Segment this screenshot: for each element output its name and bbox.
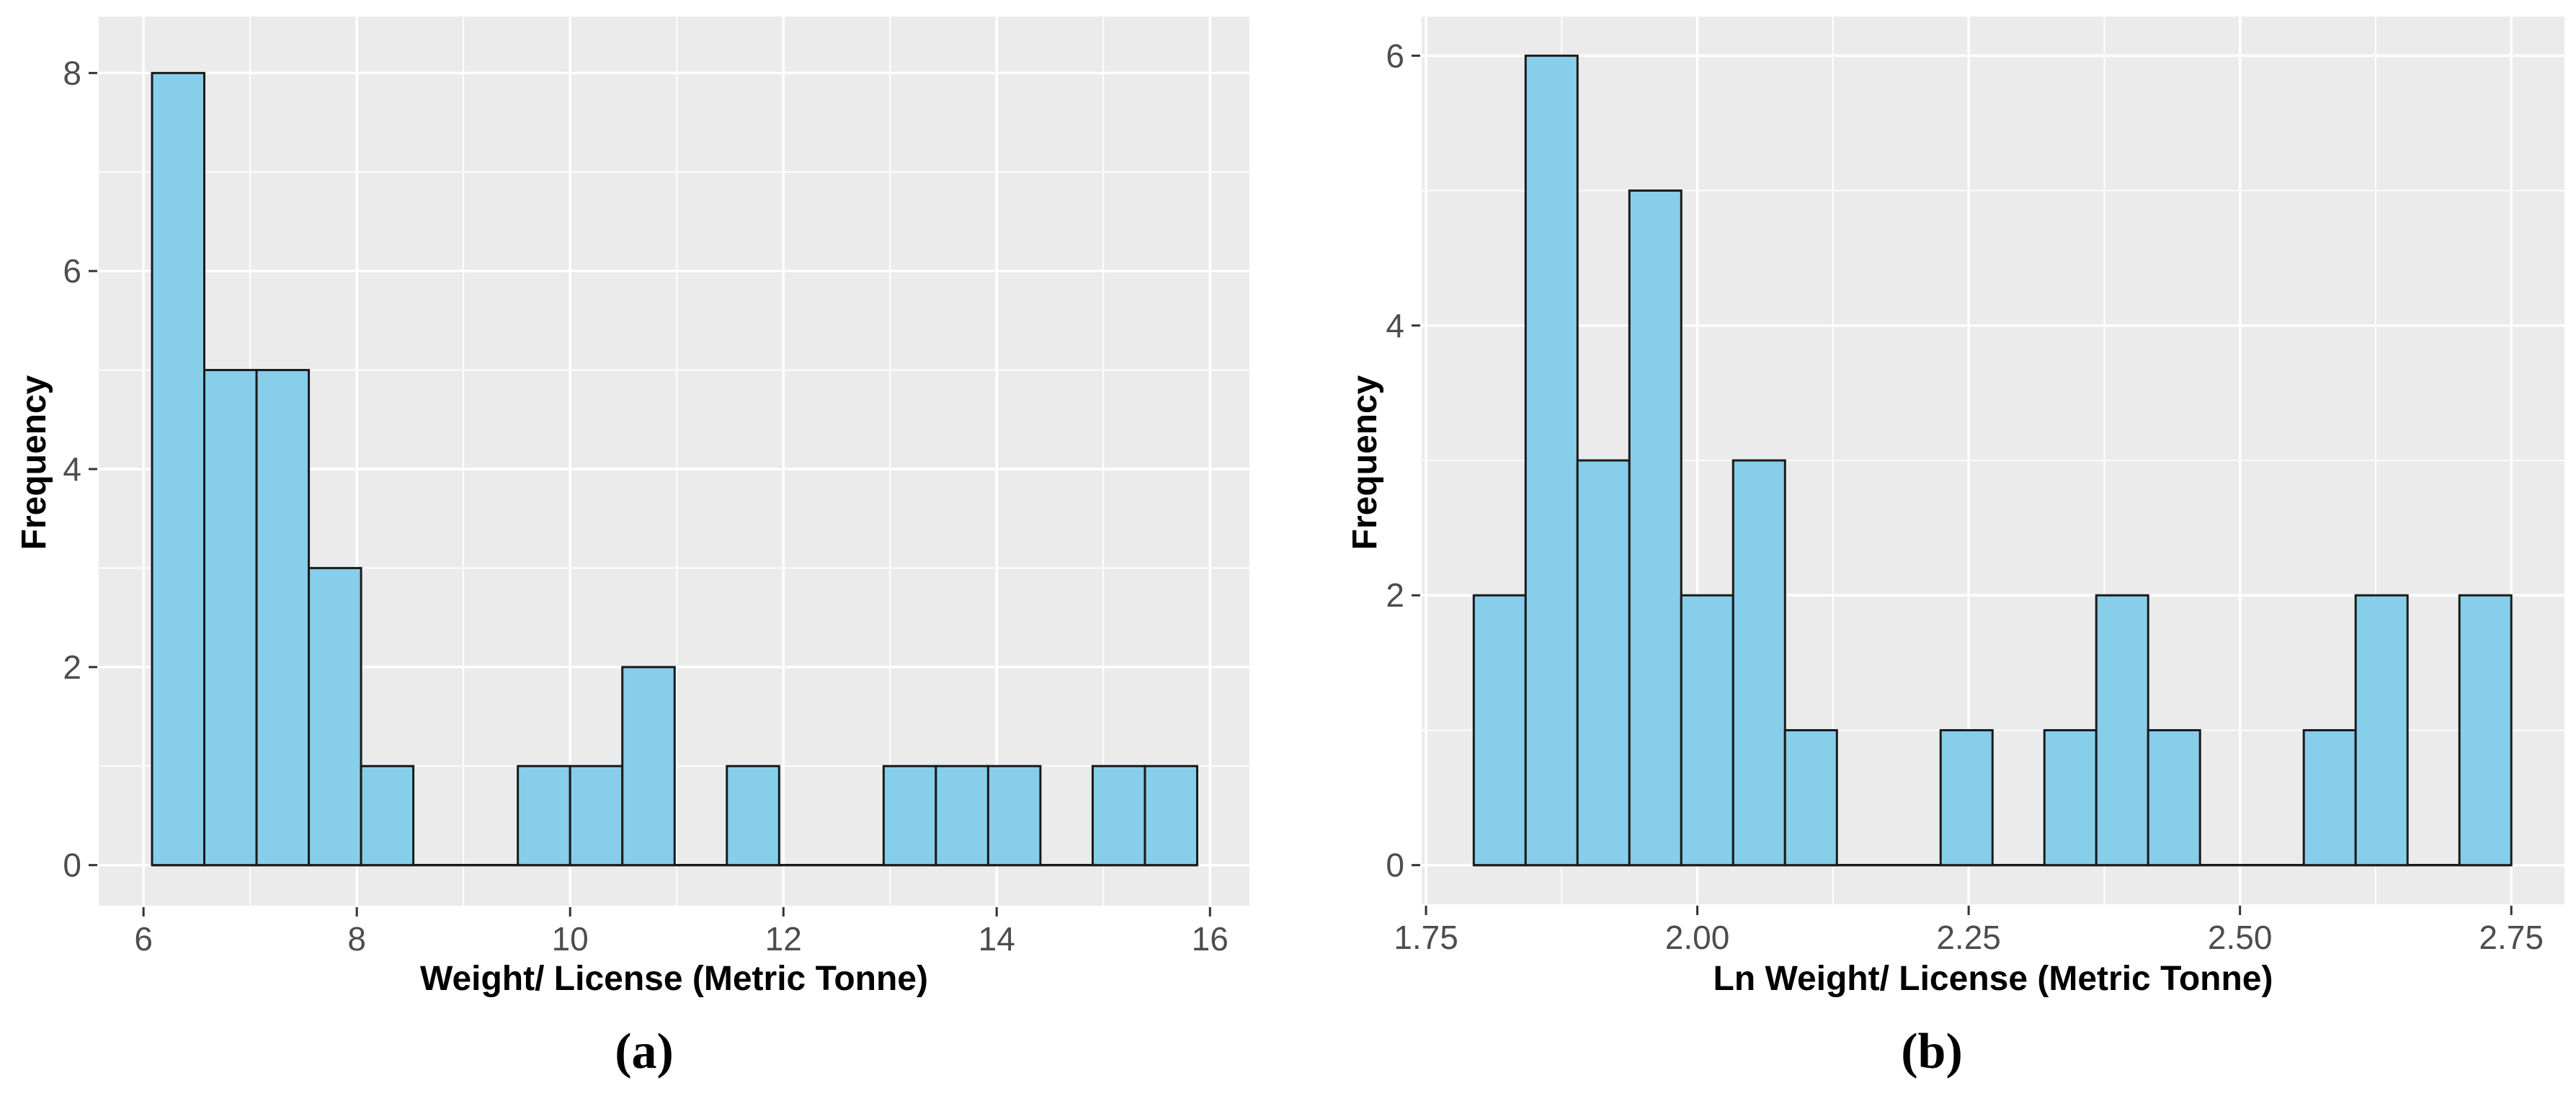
subfigure-caption-a: (a)	[615, 1024, 674, 1079]
histogram-bar	[1628, 189, 1683, 867]
y-axis-title-a: Frequency	[15, 375, 53, 550]
histogram-bar	[882, 764, 937, 867]
y-axis-title-b: Frequency	[1346, 375, 1384, 550]
histogram-bar	[360, 764, 415, 867]
histogram-bar	[1524, 54, 1579, 867]
y-tick-label: 8	[63, 54, 81, 92]
histogram-bar	[2302, 728, 2357, 867]
histogram-bar	[517, 764, 571, 867]
x-tick-label: 14	[979, 920, 1015, 958]
y-tick-label: 0	[63, 847, 81, 884]
x-tick-label: 8	[347, 920, 366, 958]
histogram-bar	[1576, 459, 1631, 867]
histogram-bar	[2043, 728, 2098, 867]
y-tick-label: 2	[1386, 576, 1404, 614]
x-tick-label: 2.00	[1665, 919, 1730, 956]
y-tick-label: 2	[63, 648, 81, 686]
y-tick-label: 6	[63, 252, 81, 290]
histogram-bar	[726, 764, 780, 867]
histogram-bar	[1939, 728, 1994, 867]
histogram-bar	[2458, 594, 2513, 867]
histogram-bar	[308, 566, 362, 867]
chart-weight-histogram: 6 8 10 12 14 16 0 2 4 6 8 Frequency Weight/ Licens…	[15, 17, 1249, 1079]
x-tick-label: 2.75	[2479, 919, 2544, 956]
histogram-bar	[2095, 594, 2149, 867]
histogram-bar	[1144, 764, 1198, 867]
histogram-bar	[2354, 594, 2409, 867]
x-tick-label: 10	[552, 920, 589, 958]
histogram-bar	[1091, 764, 1146, 867]
x-tick-label: 6	[134, 920, 153, 958]
histogram-bar	[1680, 594, 1734, 867]
chart-ln-weight-histogram: 1.75 2.00 2.25 2.50 2.75 0 2 4 6 Frequency Ln We…	[1288, 0, 2576, 1106]
plot-area-b: 1.75 2.00 2.25 2.50 2.75 0 2 4 6	[1386, 17, 2564, 956]
histogram-bar	[1732, 459, 1786, 867]
plot-area-a: 6 8 10 12 14 16 0 2 4 6 8	[63, 17, 1249, 958]
subfigure-caption-b: (b)	[1901, 1024, 1963, 1079]
y-tick-label: 6	[1386, 37, 1404, 74]
histogram-bar	[1783, 728, 1838, 867]
x-axis-title-b: Ln Weight/ License (Metric Tonne)	[1713, 960, 2273, 998]
y-tick-label: 4	[63, 450, 81, 488]
histogram-bar	[151, 71, 206, 867]
histogram-bar	[1472, 594, 1527, 867]
x-tick-label: 12	[765, 920, 802, 958]
y-tick-label: 4	[1386, 307, 1404, 344]
histogram-bar	[203, 369, 258, 867]
histogram-bar	[986, 764, 1042, 867]
x-tick-label: 2.25	[1936, 919, 2001, 956]
histogram-bar	[2147, 728, 2201, 867]
histogram-bar	[621, 666, 676, 867]
y-tick-label: 0	[1386, 847, 1404, 884]
x-tick-label: 2.50	[2208, 919, 2273, 956]
x-tick-label: 16	[1192, 920, 1229, 958]
histogram-bar	[255, 369, 311, 867]
histogram-bar	[935, 764, 989, 867]
histogram-bar	[569, 764, 624, 867]
x-tick-label: 1.75	[1394, 919, 1458, 956]
x-axis-title-a: Weight/ License (Metric Tonne)	[420, 960, 928, 998]
